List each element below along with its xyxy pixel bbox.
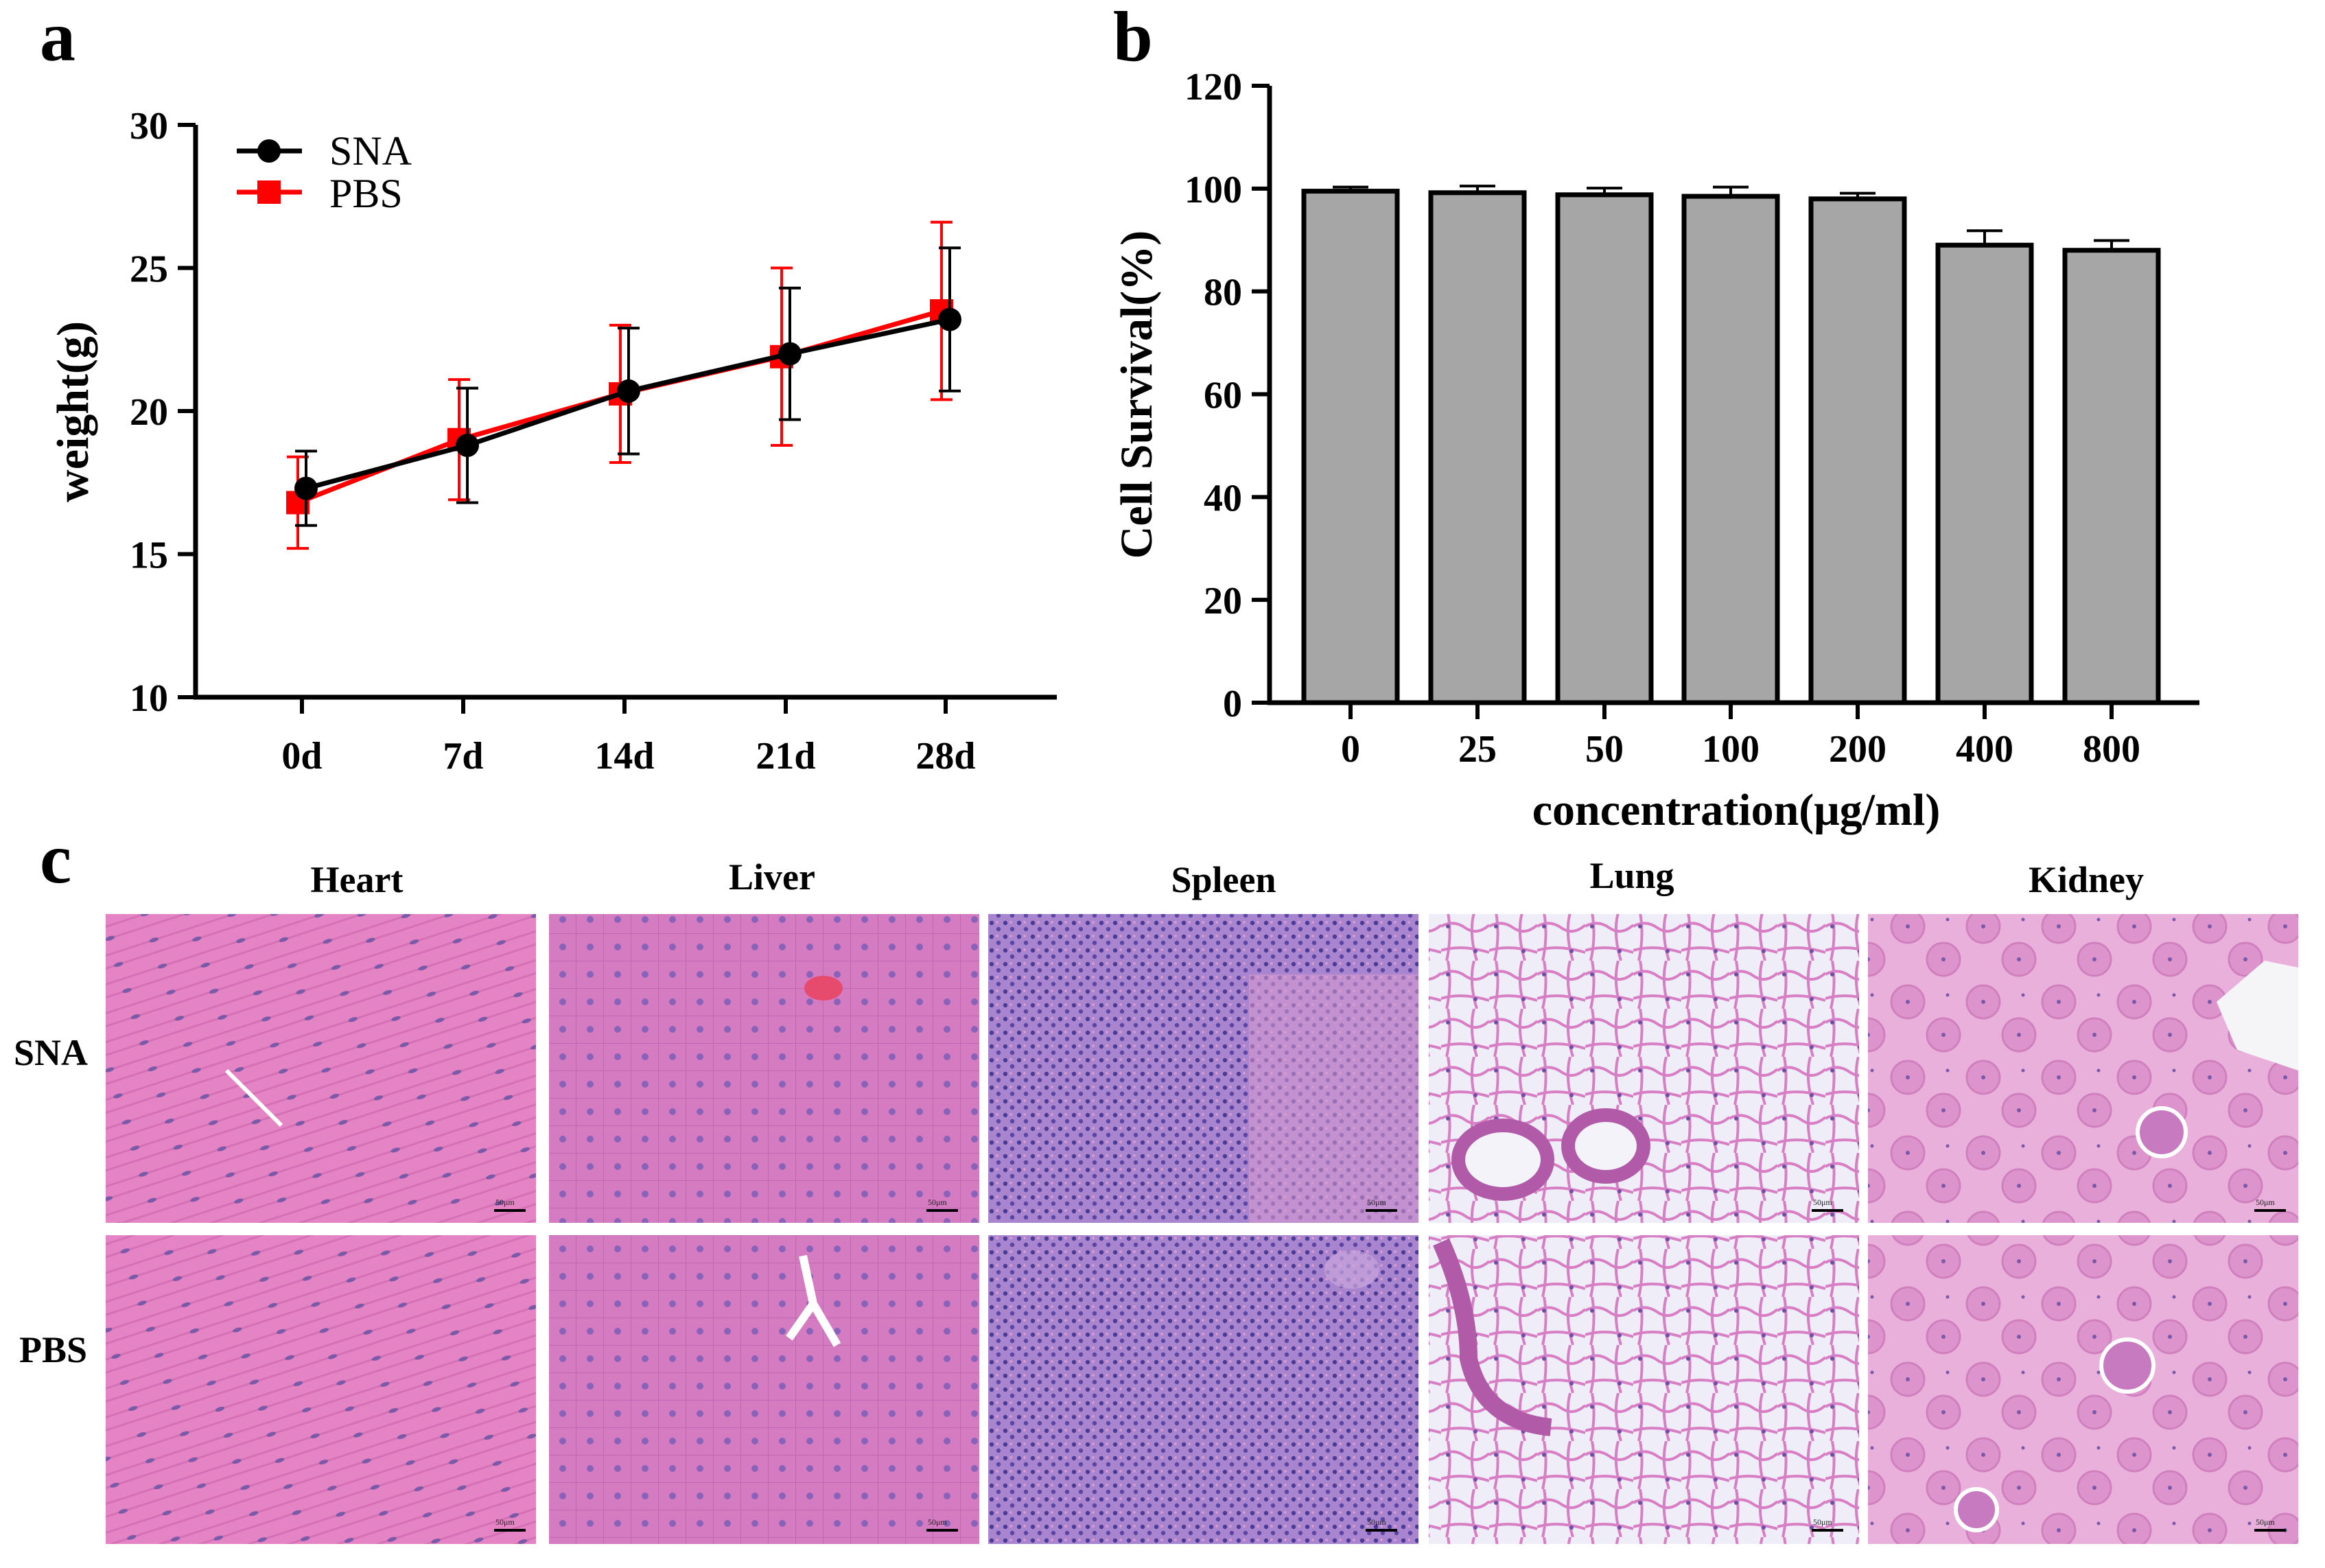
x-tick-label: 400 bbox=[1956, 728, 2013, 771]
survival-bar-chart: 0 20 40 60 80 100 120 0 25 50 100 200 400 800 Cell S… bbox=[1112, 66, 2199, 835]
x-tick-label: 800 bbox=[2083, 728, 2140, 771]
y-tick-label: 60 bbox=[1204, 375, 1242, 417]
y-tick-label: 80 bbox=[1204, 272, 1242, 314]
x-ticks: 0 25 50 100 200 400 800 bbox=[1341, 703, 2140, 771]
bar bbox=[1428, 190, 1527, 705]
y-tick-label: 120 bbox=[1184, 66, 1242, 108]
y-ticks: 10 15 20 25 30 bbox=[130, 105, 196, 720]
histology-grid: Heart Liver Spleen Lung Kidney SNA PBS 5… bbox=[14, 855, 2298, 1544]
organ-title-heart: Heart bbox=[311, 859, 404, 900]
scale-bar-label: 50μm bbox=[495, 1517, 515, 1527]
micrograph-spleen-pbs: 50μm bbox=[988, 1235, 1418, 1544]
scale-bar-label: 50μm bbox=[2256, 1517, 2275, 1527]
data-point bbox=[456, 434, 479, 458]
y-tick-label: 25 bbox=[130, 248, 168, 291]
legend-sna-marker bbox=[257, 139, 281, 163]
bar bbox=[1681, 194, 1780, 705]
legend-pbs-marker bbox=[257, 180, 281, 204]
bars-group bbox=[1301, 185, 2161, 705]
bar bbox=[1301, 189, 1400, 705]
scale-bar-label: 50μm bbox=[495, 1197, 515, 1207]
bar bbox=[1808, 196, 1907, 705]
bar bbox=[1935, 242, 2034, 705]
organ-title-lung: Lung bbox=[1589, 855, 1674, 896]
micrograph-lung-pbs: 50μm bbox=[1429, 1235, 1859, 1544]
x-tick-label: 21d bbox=[756, 735, 815, 777]
y-tick-label: 20 bbox=[130, 391, 168, 434]
scale-bar-label: 50μm bbox=[1367, 1517, 1386, 1527]
data-point bbox=[778, 342, 802, 366]
x-tick-label: 14d bbox=[594, 735, 654, 777]
scale-bar-label: 50μm bbox=[2256, 1197, 2275, 1207]
scale-bar-label: 50μm bbox=[928, 1517, 947, 1527]
micrograph-lung-sna: 50μm bbox=[1429, 914, 1859, 1223]
micrograph-spleen-sna: 50μm bbox=[988, 914, 1418, 1223]
scale-bar-label: 50μm bbox=[1367, 1197, 1386, 1207]
series-group bbox=[286, 220, 961, 550]
organ-titles: Heart Liver Spleen Lung Kidney bbox=[311, 855, 2144, 900]
panel-a-letter: a bbox=[40, 0, 75, 76]
x-tick-label: 0 bbox=[1341, 728, 1360, 771]
data-point bbox=[294, 476, 318, 500]
y-ticks: 0 20 40 60 80 100 120 bbox=[1184, 66, 1270, 725]
x-tick-label: 200 bbox=[1829, 728, 1886, 771]
row-label-sna: SNA bbox=[14, 1032, 88, 1073]
data-point bbox=[617, 379, 640, 403]
scale-bar-label: 50μm bbox=[928, 1197, 947, 1207]
x-axis-title: concentration(μg/ml) bbox=[1532, 785, 1941, 835]
weight-line-chart: 10 15 20 25 30 0d 7d 14d 21d 28d weight(g) SNA P… bbox=[48, 105, 1057, 777]
panel-c-letter: c bbox=[40, 819, 71, 898]
legend: SNA PBS bbox=[237, 128, 412, 216]
bar bbox=[2062, 248, 2161, 705]
data-point bbox=[938, 307, 961, 331]
micrograph-heart-pbs: 50μm bbox=[106, 1235, 536, 1544]
series-sna bbox=[294, 246, 961, 527]
y-axis-title: weight(g) bbox=[48, 321, 98, 502]
row-label-pbs: PBS bbox=[19, 1329, 87, 1370]
y-tick-label: 0 bbox=[1223, 683, 1242, 725]
y-tick-label: 100 bbox=[1184, 169, 1242, 211]
bar bbox=[1555, 192, 1654, 705]
x-tick-label: 0d bbox=[281, 735, 322, 777]
y-tick-label: 15 bbox=[130, 535, 168, 577]
legend-pbs-label: PBS bbox=[329, 171, 403, 216]
organ-title-liver: Liver bbox=[729, 856, 815, 898]
panel-b-letter: b bbox=[1113, 0, 1153, 76]
micrograph-heart-sna: 50μm bbox=[106, 914, 536, 1223]
y-tick-label: 30 bbox=[130, 105, 168, 148]
x-ticks: 0d 7d 14d 21d 28d bbox=[281, 697, 976, 777]
y-tick-label: 20 bbox=[1204, 580, 1242, 622]
x-tick-label: 25 bbox=[1458, 728, 1497, 771]
organ-title-spleen: Spleen bbox=[1171, 859, 1276, 900]
scale-bar-label: 50μm bbox=[1813, 1517, 1832, 1527]
x-tick-label: 100 bbox=[1702, 728, 1760, 771]
micrograph-kidney-sna: 50μm bbox=[1868, 914, 2298, 1223]
organ-title-kidney: Kidney bbox=[2029, 859, 2144, 900]
micrograph-liver-sna: 50μm bbox=[549, 914, 979, 1223]
x-tick-label: 28d bbox=[915, 735, 975, 777]
x-tick-label: 7d bbox=[443, 735, 483, 777]
y-tick-label: 10 bbox=[130, 677, 168, 720]
y-axis-title: Cell Survival(%) bbox=[1112, 231, 1162, 559]
scale-bar-label: 50μm bbox=[1813, 1197, 1832, 1207]
micrograph-kidney-pbs: 50μm bbox=[1868, 1235, 2298, 1544]
x-tick-label: 50 bbox=[1585, 728, 1624, 771]
legend-sna-label: SNA bbox=[329, 128, 412, 174]
y-tick-label: 40 bbox=[1204, 477, 1242, 519]
micrograph-liver-pbs: 50μm bbox=[549, 1235, 979, 1544]
